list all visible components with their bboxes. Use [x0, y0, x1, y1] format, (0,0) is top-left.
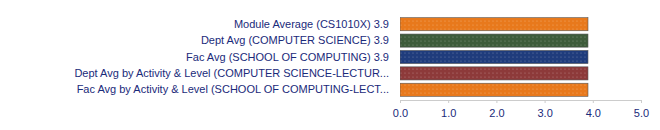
x-axis: 0.0 1.0 2.0 3.0 4.0 5.0 [393, 100, 649, 119]
bar [400, 67, 588, 80]
bar [400, 83, 588, 96]
category-label: Fac Avg (SCHOOL OF COMPUTING) 3.9 [186, 51, 389, 63]
x-tick-mark [641, 100, 642, 103]
bar [400, 18, 588, 31]
bar [400, 50, 588, 63]
y-tick: Fac Avg by Activity & Level (SCHOOL OF C… [77, 83, 389, 95]
bars [400, 18, 588, 97]
y-axis: Module Average (CS1010X) 3.9 Dept Avg (CO… [74, 18, 389, 96]
x-tick: 5.0 [634, 100, 649, 119]
x-tick: 4.0 [586, 100, 601, 119]
bar [400, 34, 588, 47]
x-axis-line [401, 100, 642, 101]
plot: 0.0 1.0 2.0 3.0 4.0 5.0 Module Average (CS1010… [74, 18, 649, 119]
category-label: Module Average (CS1010X) 3.9 [234, 18, 389, 30]
y-tick: Dept Avg by Activity & Level (COMPUTER S… [74, 67, 389, 79]
y-tick: Fac Avg (SCHOOL OF COMPUTING) 3.9 [186, 51, 389, 63]
x-tick-label: 1.0 [441, 107, 456, 119]
y-tick: Dept Avg (COMPUTER SCIENCE) 3.9 [201, 34, 389, 46]
x-tick-mark [496, 100, 497, 103]
x-tick-label: 0.0 [393, 107, 408, 119]
x-tick-label: 5.0 [634, 107, 649, 119]
x-tick: 3.0 [537, 100, 552, 119]
x-tick-label: 2.0 [489, 107, 504, 119]
chart: 0.0 1.0 2.0 3.0 4.0 5.0 Module Average (CS1010… [0, 0, 660, 130]
category-label: Dept Avg (COMPUTER SCIENCE) 3.9 [201, 34, 389, 46]
y-tick: Module Average (CS1010X) 3.9 [234, 18, 389, 30]
x-tick-label: 3.0 [537, 107, 552, 119]
category-label: Dept Avg by Activity & Level (COMPUTER S… [74, 67, 389, 79]
category-label: Fac Avg by Activity & Level (SCHOOL OF C… [77, 83, 389, 95]
x-tick-mark [448, 100, 449, 103]
x-tick: 1.0 [441, 100, 456, 119]
x-tick-mark [400, 100, 401, 103]
x-tick-mark [593, 100, 594, 103]
x-tick: 2.0 [489, 100, 504, 119]
x-tick-mark [545, 100, 546, 103]
x-tick-label: 4.0 [586, 107, 601, 119]
x-tick: 0.0 [393, 100, 408, 119]
